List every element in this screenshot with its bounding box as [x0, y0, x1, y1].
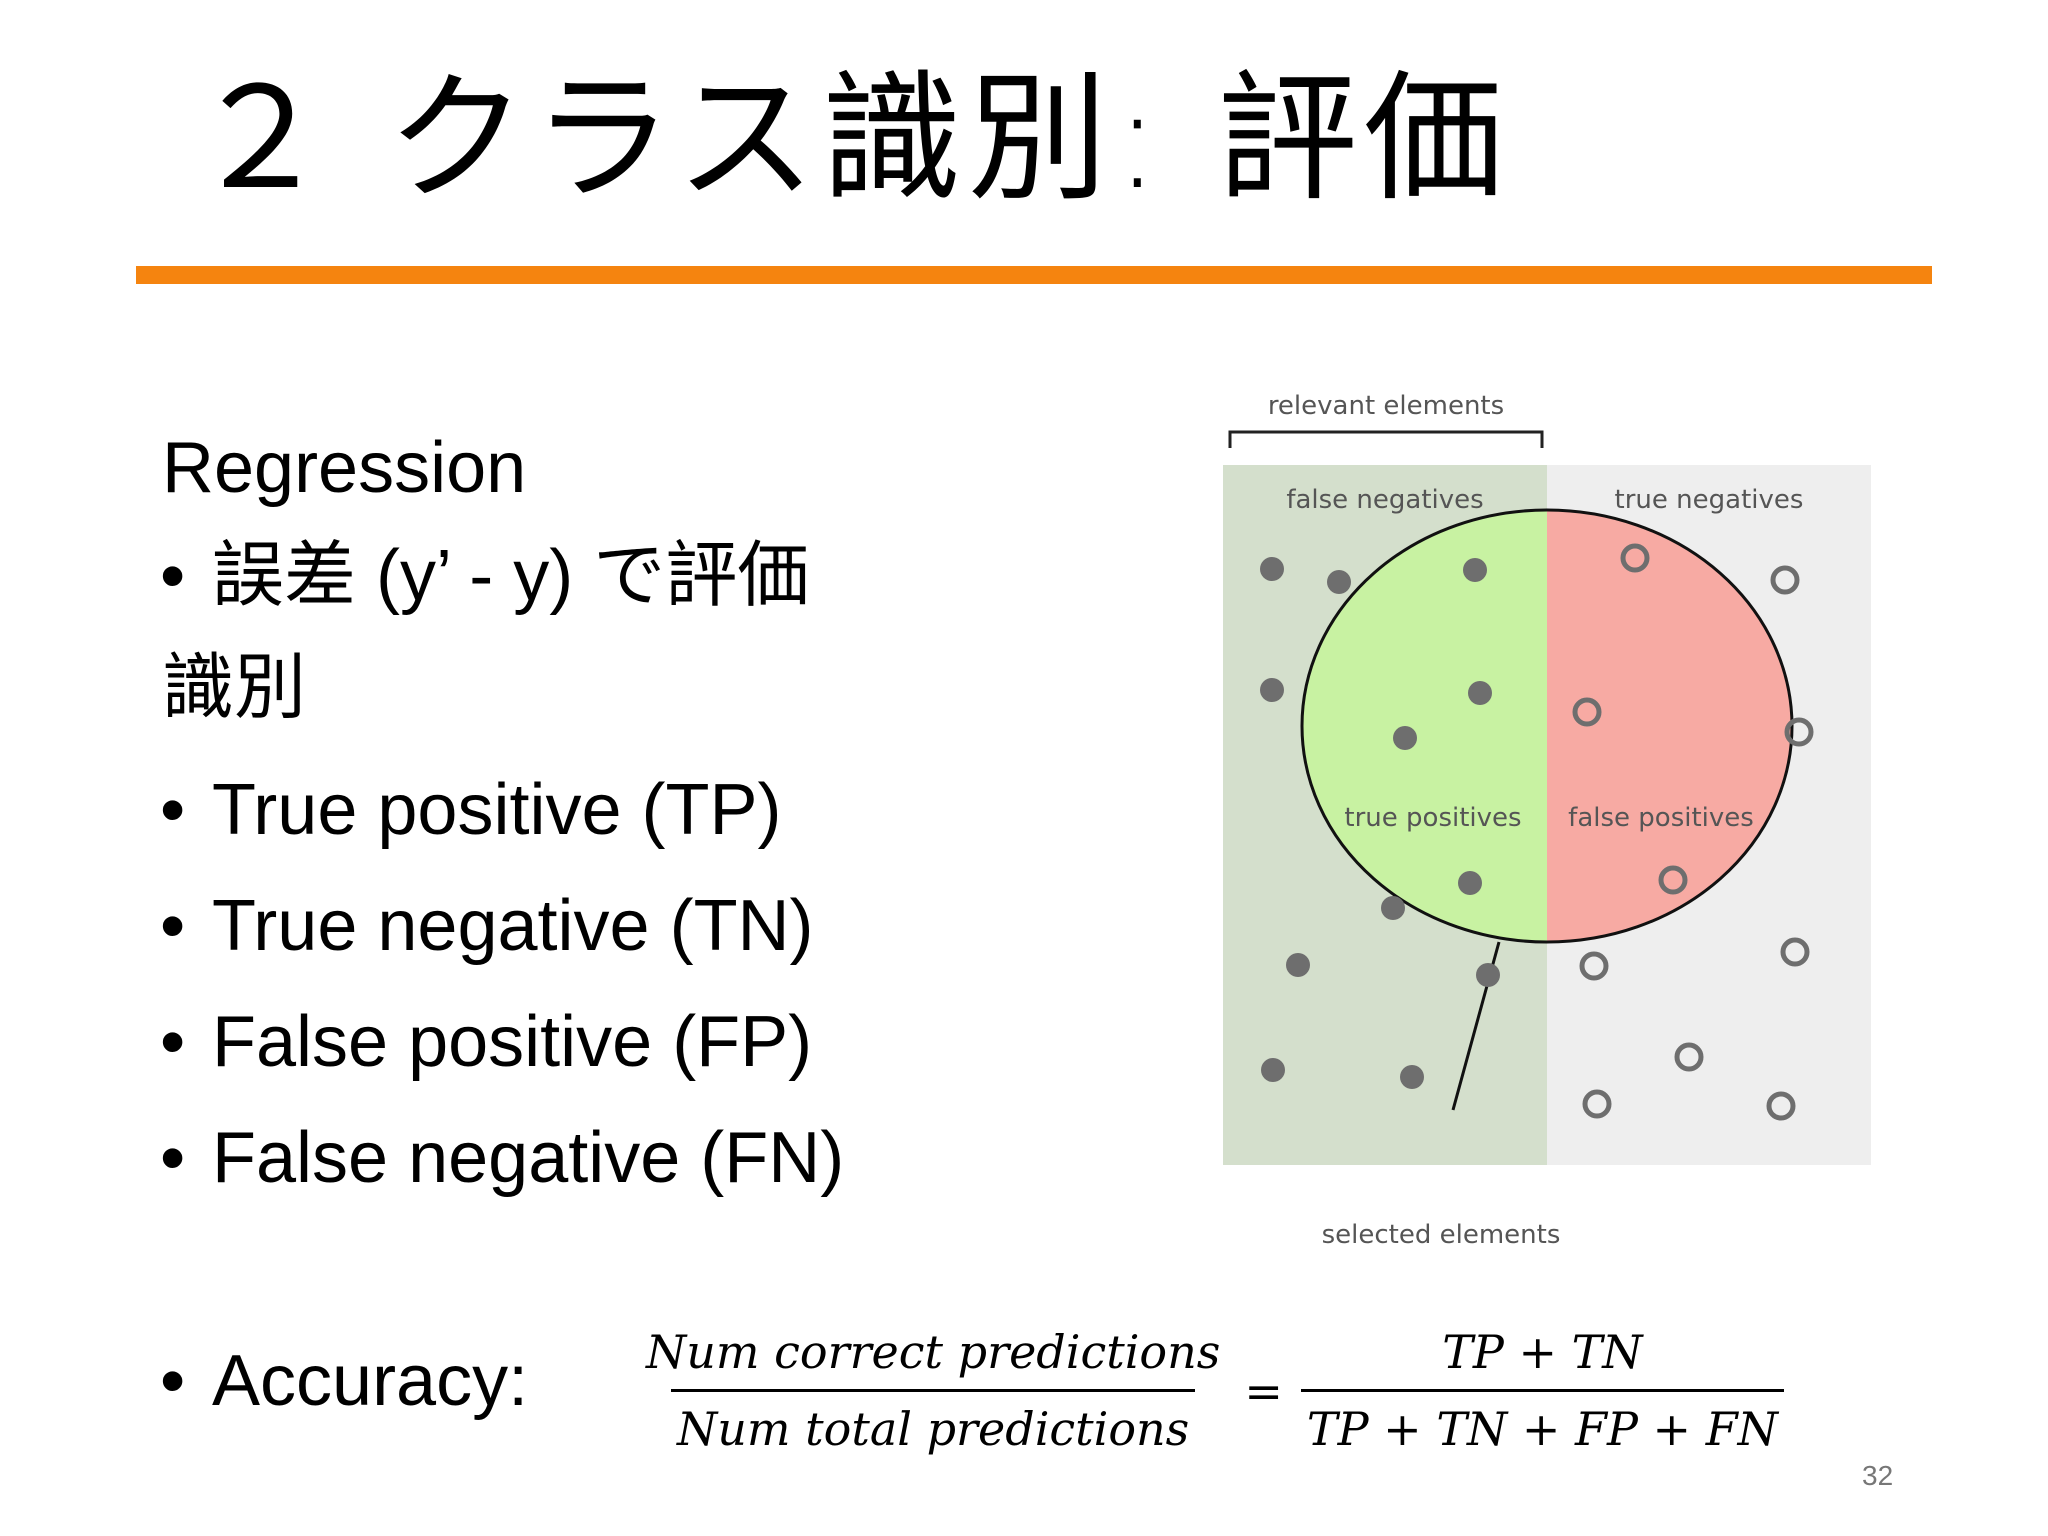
title-underline [136, 266, 1932, 284]
heading-regression: Regression [162, 428, 527, 508]
irrelevant-dot [1674, 1042, 1704, 1072]
relevant-dot [1463, 558, 1487, 582]
bullet-item-tp: • True positive (TP) [160, 774, 781, 846]
irrelevant-dot [1766, 1091, 1796, 1121]
relevant-dots [1260, 557, 1500, 1089]
numerator-right: TP + TN [1442, 1325, 1643, 1379]
bullet-item-fp: • False positive (FP) [160, 1006, 812, 1078]
fraction-right: TP + TN TP + TN + FP + FN [1300, 1325, 1784, 1456]
equals-sign: = [1244, 1363, 1283, 1418]
heading-classification: 識別 [162, 648, 307, 728]
false-positives-label: false positives [1568, 803, 1754, 833]
numerator-left: Num correct predictions [646, 1325, 1221, 1379]
relevant-dot [1458, 871, 1482, 895]
relevant-elements-label: relevant elements [1268, 391, 1504, 421]
irrelevant-dot [1582, 1089, 1612, 1119]
accuracy-label: Accuracy: [212, 1341, 529, 1421]
slide-title: ２ クラス識別: 評価 [190, 58, 1510, 221]
page-number: 32 [1862, 1460, 1894, 1491]
relevant-dot [1393, 726, 1417, 750]
relevant-bracket [1228, 430, 1544, 448]
accuracy-formula: Num correct predictions Num total predic… [640, 1325, 1784, 1456]
denominator-left: Num total predictions [671, 1389, 1196, 1456]
bullet-text: True negative (TN) [212, 886, 814, 966]
selected-ellipse [1300, 508, 1794, 944]
irrelevant-dot [1658, 865, 1688, 895]
relevant-dot [1286, 953, 1310, 977]
fraction-left: Num correct predictions Num total predic… [640, 1325, 1226, 1456]
irrelevant-dot [1770, 565, 1800, 595]
bullet-item-fn: • False negative (FN) [160, 1122, 844, 1194]
bullet-icon: • [160, 1118, 186, 1198]
relevant-dot [1261, 1058, 1285, 1082]
irrelevant-dots [1572, 543, 1814, 1121]
relevant-dot [1327, 570, 1351, 594]
relevant-dot [1476, 963, 1500, 987]
relevant-dot [1468, 681, 1492, 705]
true-negatives-label: true negatives [1615, 485, 1804, 515]
true-positives-label: true positives [1344, 803, 1521, 833]
relevant-dot [1400, 1065, 1424, 1089]
bullet-item-regression: • 誤差 (y’ - y) で評価 [160, 540, 809, 612]
relevant-dot [1260, 678, 1284, 702]
irrelevant-dot [1780, 937, 1810, 967]
bullet-text: False negative (FN) [212, 1118, 845, 1198]
precision-recall-diagram: relevant elements false negatives true n… [1223, 391, 1871, 1250]
false-negatives-label: false negatives [1286, 485, 1483, 515]
bullet-item-accuracy: • Accuracy: [160, 1345, 528, 1417]
bullet-text: False positive (FP) [212, 1002, 813, 1082]
bullet-icon: • [160, 536, 186, 616]
bullet-icon: • [160, 886, 186, 966]
bullet-text: 誤差 (y’ - y) で評価 [212, 536, 810, 616]
bullet-text: True positive (TP) [212, 770, 782, 850]
false-positives-region [1547, 510, 1792, 942]
true-positives-region [1302, 510, 1547, 942]
relevant-dot [1260, 557, 1284, 581]
bullet-icon: • [160, 770, 186, 850]
bullet-item-tn: • True negative (TN) [160, 890, 814, 962]
bullet-icon: • [160, 1341, 186, 1421]
irrelevant-dot [1620, 543, 1650, 573]
irrelevant-dot [1572, 697, 1602, 727]
relevant-dot [1381, 896, 1405, 920]
bullet-icon: • [160, 1002, 186, 1082]
selected-elements-label: selected elements [1322, 1220, 1561, 1250]
irrelevant-dot [1579, 951, 1609, 981]
denominator-right: TP + TN + FP + FN [1300, 1389, 1784, 1456]
irrelevant-dot [1784, 717, 1814, 747]
